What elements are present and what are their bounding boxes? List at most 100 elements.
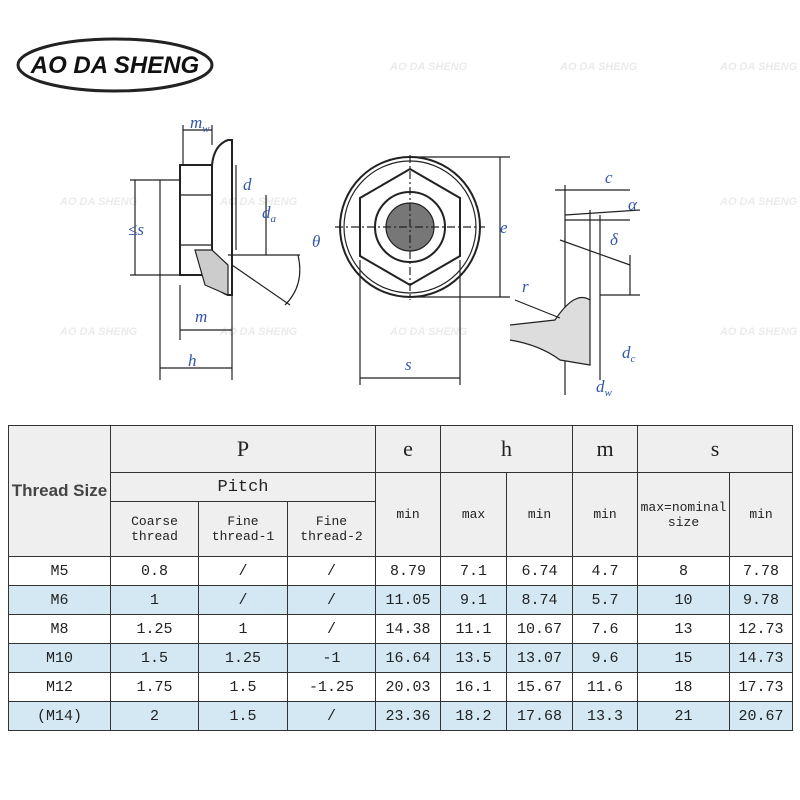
cell: 1.25	[198, 643, 288, 673]
cell: 9.78	[729, 585, 794, 615]
drawing	[16, 37, 641, 395]
cell: 9.1	[440, 585, 508, 615]
group-header: e	[375, 425, 442, 473]
cell: 7.6	[572, 614, 639, 644]
label-text: h	[188, 351, 197, 370]
cell: 1.5	[198, 672, 288, 702]
dimension-label: e	[500, 218, 508, 237]
group-header: s	[637, 425, 794, 473]
cell: 8.79	[375, 556, 442, 586]
group-header: P	[109, 425, 377, 473]
cell: 18.2	[440, 701, 508, 731]
table-row: M6 1//11.05 9.1 8.74 5.7 10 9.78	[8, 585, 794, 615]
sub-header: Fine thread-2	[286, 501, 377, 557]
label-text: d	[243, 175, 252, 194]
dimension-label: mw	[190, 113, 210, 135]
cell: 10	[637, 585, 731, 615]
watermark: AO DA SHENG	[389, 326, 468, 338]
watermark: AO DA SHENG	[219, 326, 298, 338]
dimension-label: c	[605, 168, 613, 187]
label-subscript: w	[202, 123, 210, 135]
label-text: θ	[312, 232, 320, 251]
cell: 13.07	[506, 643, 574, 673]
dimension-label: r	[522, 277, 529, 296]
cell: 6.74	[506, 556, 574, 586]
cell: 1.5	[198, 701, 288, 731]
dimension-label: θ	[312, 232, 320, 251]
cell: 15.67	[506, 672, 574, 702]
cell: 20.03	[375, 672, 442, 702]
cell: 16.1	[440, 672, 508, 702]
dimension-label: d	[243, 175, 252, 194]
sub-header: min	[729, 472, 794, 557]
sub-header: min	[572, 472, 639, 557]
cell: -1.25	[286, 672, 377, 702]
label-text: s	[405, 355, 412, 374]
thread-size: (M14)	[8, 701, 111, 731]
cell: 4.7	[572, 556, 639, 586]
table-row: M10 1.5 1.25 -1 16.64 13.5 13.07 9.6 15 14.73	[8, 643, 794, 673]
cell: 13	[637, 614, 731, 644]
label-subscript: c	[631, 353, 636, 365]
watermark: AO DA SHENG	[59, 326, 138, 338]
label-text: d	[622, 343, 631, 362]
cell: 15	[637, 643, 731, 673]
cell: 21	[637, 701, 731, 731]
table-row: M5 0.8//8.79 7.1 6.74 4.7 8 7.78	[8, 556, 794, 586]
cell: 0.8	[110, 556, 199, 586]
dimension-label: ≤s	[128, 220, 144, 239]
group-header: m	[572, 425, 639, 473]
dimension-label: s	[405, 355, 412, 374]
cell: 7.78	[729, 556, 794, 586]
cell: 20.67	[729, 701, 794, 731]
label-text: δ	[610, 230, 619, 249]
group-header: h	[440, 425, 574, 473]
sub-header: min	[375, 472, 442, 557]
cell: 5.7	[572, 585, 639, 615]
sub-header: Fine thread-1	[198, 501, 288, 557]
cell: 17.68	[506, 701, 574, 731]
cell: 18	[637, 672, 731, 702]
dimension-label: dc	[622, 343, 636, 365]
dimension-label: α	[628, 195, 638, 214]
label-subscript: a	[271, 213, 277, 225]
cell: -1	[286, 643, 377, 673]
cell: 14.73	[729, 643, 794, 673]
cell: 1	[198, 614, 288, 644]
dimension-label: da	[262, 203, 277, 225]
thread-size-header: Thread Size	[8, 425, 111, 557]
cell: 13.3	[572, 701, 639, 731]
cell: /	[286, 614, 377, 644]
watermark: AO DA SHENG	[719, 326, 798, 338]
dimension-label: δ	[610, 230, 619, 249]
sub-header: Coarse thread	[110, 501, 199, 557]
cell: 11.05	[375, 585, 442, 615]
label-subscript: w	[605, 387, 613, 399]
cell: 1.25	[110, 614, 199, 644]
cell: 13.5	[440, 643, 508, 673]
sub-header: min	[506, 472, 574, 557]
cell: 10.67	[506, 614, 574, 644]
pitch-header: Pitch	[109, 472, 377, 502]
logo: AO DA SHENG	[30, 52, 199, 79]
cell: /	[286, 701, 377, 731]
watermark: AO DA SHENG	[389, 61, 468, 73]
cell: /	[286, 585, 377, 615]
thread-size: M6	[8, 585, 111, 615]
cell: /	[286, 556, 377, 586]
cell: 12.73	[729, 614, 794, 644]
table-row: M12 1.75 1.5 -1.25 20.03 16.1 15.67 11.6 18 17.73	[8, 672, 794, 702]
cell: /	[198, 585, 288, 615]
spec-table: Thread Size P e h m s Pitch min max min min…	[8, 425, 794, 731]
watermark: AO DA SHENG	[219, 196, 298, 208]
watermark: AO DA SHENG	[719, 61, 798, 73]
cell: /	[198, 556, 288, 586]
watermark: AO DA SHENG	[719, 196, 798, 208]
dimension-label: m	[195, 307, 207, 326]
table-row: M8 1.25 1/14.38 11.1 10.67 7.6 13 12.73	[8, 614, 794, 644]
label-text: c	[605, 168, 613, 187]
label-text: e	[500, 218, 508, 237]
thread-size: M5	[8, 556, 111, 586]
label-text: m	[190, 113, 202, 132]
